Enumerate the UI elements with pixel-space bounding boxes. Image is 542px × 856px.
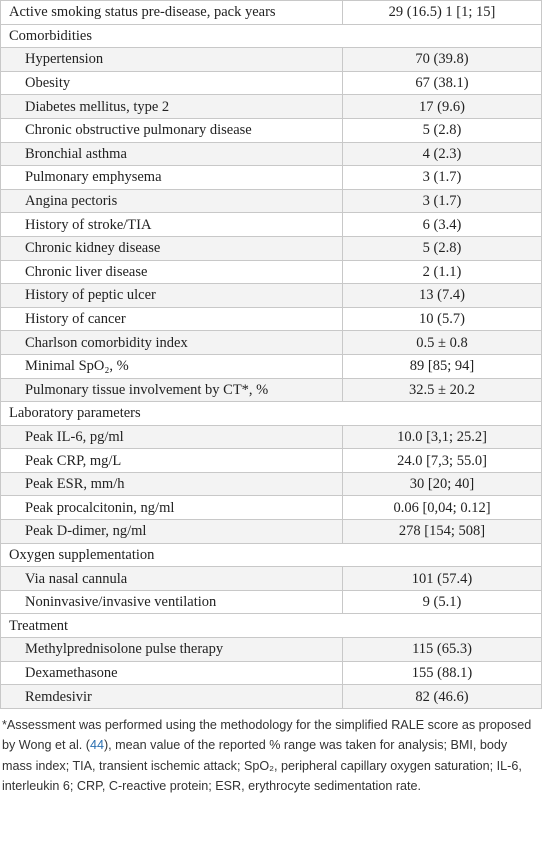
table-row: Pulmonary tissue involvement by CT*, % 32…	[0, 377, 542, 403]
row-value: 67 (38.1)	[342, 70, 542, 96]
table-row: Chronic liver disease 2 (1.1)	[0, 259, 542, 285]
table-row: Via nasal cannula 101 (57.4)	[0, 566, 542, 591]
table-row: Peak ESR, mm/h 30 [20; 40]	[0, 471, 542, 497]
row-label: History of cancer	[0, 306, 343, 332]
section-header: Comorbidities	[0, 23, 542, 49]
row-value: 101 (57.4)	[342, 566, 542, 591]
table-row: Minimal SpO₂, % 89 [85; 94]	[0, 353, 542, 379]
row-label: History of peptic ulcer	[0, 283, 343, 308]
row-value: 5 (2.8)	[342, 117, 542, 143]
row-value: 5 (2.8)	[342, 235, 542, 261]
table-row: Methylprednisolone pulse therapy 115 (65.…	[0, 637, 542, 662]
table-row: Oxygen supplementation	[0, 542, 542, 568]
row-label: Noninvasive/invasive ventilation	[0, 589, 343, 615]
row-label: Chronic kidney disease	[0, 235, 343, 261]
table-row: Obesity 67 (38.1)	[0, 70, 542, 96]
row-value: 0.5 ± 0.8	[342, 330, 542, 355]
footnote: *Assessment was performed using the meth…	[0, 709, 542, 797]
row-label: Chronic liver disease	[0, 259, 343, 285]
row-value: 29 (16.5) 1 [1; 15]	[342, 0, 542, 25]
table-row: Treatment	[0, 613, 542, 639]
table-row: Peak D-dimer, ng/ml 278 [154; 508]	[0, 519, 542, 544]
footnote-text: ), mean value of the reported % range wa…	[2, 738, 522, 794]
table-row: Peak procalcitonin, ng/ml 0.06 [0,04; 0.1…	[0, 495, 542, 521]
row-value: 24.0 [7,3; 55.0]	[342, 448, 542, 473]
row-label: Active smoking status pre-disease, pack …	[0, 0, 343, 25]
row-value: 10.0 [3,1; 25.2]	[342, 424, 542, 450]
table-row: Laboratory parameters	[0, 401, 542, 426]
row-value: 30 [20; 40]	[342, 471, 542, 497]
row-value: 17 (9.6)	[342, 94, 542, 119]
table-row: Angina pectoris 3 (1.7)	[0, 188, 542, 214]
row-value: 2 (1.1)	[342, 259, 542, 285]
row-value: 0.06 [0,04; 0.12]	[342, 495, 542, 521]
row-label: Methylprednisolone pulse therapy	[0, 637, 343, 662]
row-value: 82 (46.6)	[342, 684, 542, 709]
row-label: Charlson comorbidity index	[0, 330, 343, 355]
row-label: Minimal SpO₂, %	[0, 353, 343, 379]
row-label: Peak D-dimer, ng/ml	[0, 519, 343, 544]
row-value: 89 [85; 94]	[342, 353, 542, 379]
row-label: Peak procalcitonin, ng/ml	[0, 495, 343, 521]
row-label: Pulmonary emphysema	[0, 165, 343, 190]
table-row: Peak CRP, mg/L 24.0 [7,3; 55.0]	[0, 448, 542, 473]
table-row: History of stroke/TIA 6 (3.4)	[0, 212, 542, 237]
table-row: Dexamethasone 155 (88.1)	[0, 660, 542, 686]
table-row: Noninvasive/invasive ventilation 9 (5.1)	[0, 589, 542, 615]
row-value: 6 (3.4)	[342, 212, 542, 237]
row-value: 278 [154; 508]	[342, 519, 542, 544]
row-label: Peak IL-6, pg/ml	[0, 424, 343, 450]
row-value: 9 (5.1)	[342, 589, 542, 615]
row-label: Remdesivir	[0, 684, 343, 709]
table-row: Pulmonary emphysema 3 (1.7)	[0, 165, 542, 190]
table-row: Active smoking status pre-disease, pack …	[0, 0, 542, 25]
row-label: Via nasal cannula	[0, 566, 343, 591]
table-row: Remdesivir 82 (46.6)	[0, 684, 542, 709]
table-row: Hypertension 70 (39.8)	[0, 47, 542, 72]
row-label: Dexamethasone	[0, 660, 343, 686]
reference-link[interactable]: 44	[89, 738, 104, 753]
row-label: Angina pectoris	[0, 188, 343, 214]
row-label: History of stroke/TIA	[0, 212, 343, 237]
table-row: Comorbidities	[0, 23, 542, 49]
row-value: 3 (1.7)	[342, 188, 542, 214]
row-label: Pulmonary tissue involvement by CT*, %	[0, 377, 343, 403]
table-row: History of cancer 10 (5.7)	[0, 306, 542, 332]
row-value: 13 (7.4)	[342, 283, 542, 308]
section-header: Laboratory parameters	[0, 401, 542, 426]
table-row: Charlson comorbidity index 0.5 ± 0.8	[0, 330, 542, 355]
row-value: 155 (88.1)	[342, 660, 542, 686]
row-value: 32.5 ± 20.2	[342, 377, 542, 403]
table-row: Diabetes mellitus, type 2 17 (9.6)	[0, 94, 542, 119]
row-label: Diabetes mellitus, type 2	[0, 94, 343, 119]
table-body: Active smoking status pre-disease, pack …	[0, 0, 542, 709]
row-label: Chronic obstructive pulmonary disease	[0, 117, 343, 143]
row-label: Hypertension	[0, 47, 343, 72]
data-table: Active smoking status pre-disease, pack …	[0, 0, 542, 709]
row-value: 4 (2.3)	[342, 141, 542, 167]
table-row: Bronchial asthma 4 (2.3)	[0, 141, 542, 167]
table-row: Chronic kidney disease 5 (2.8)	[0, 235, 542, 261]
row-value: 10 (5.7)	[342, 306, 542, 332]
row-value: 115 (65.3)	[342, 637, 542, 662]
row-label: Peak ESR, mm/h	[0, 471, 343, 497]
row-label: Peak CRP, mg/L	[0, 448, 343, 473]
table-row: History of peptic ulcer 13 (7.4)	[0, 283, 542, 308]
section-header: Oxygen supplementation	[0, 542, 542, 568]
row-value: 3 (1.7)	[342, 165, 542, 190]
footnote-text: *Assessment was performed using the meth…	[2, 717, 532, 753]
row-value: 70 (39.8)	[342, 47, 542, 72]
section-header: Treatment	[0, 613, 542, 639]
row-label: Obesity	[0, 70, 343, 96]
table-row: Chronic obstructive pulmonary disease 5 (…	[0, 117, 542, 143]
table-row: Peak IL-6, pg/ml 10.0 [3,1; 25.2]	[0, 424, 542, 450]
row-label: Bronchial asthma	[0, 141, 343, 167]
